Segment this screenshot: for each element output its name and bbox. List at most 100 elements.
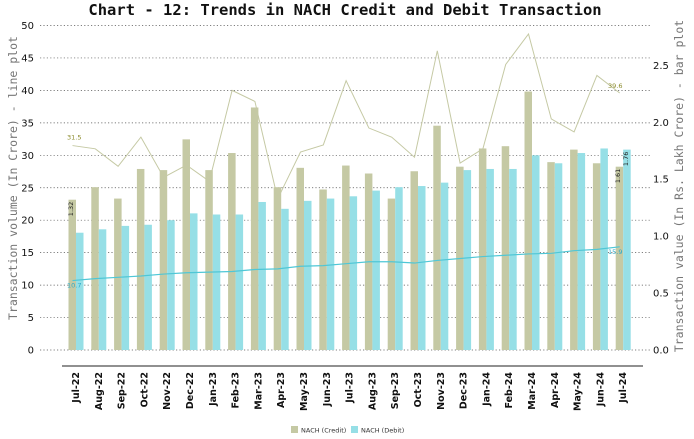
- x-tick-label: Oct-23: [413, 372, 424, 407]
- bar-debit: [304, 200, 312, 350]
- bar-credit: [250, 107, 259, 351]
- y-right-tick-label: 1.0: [653, 232, 669, 243]
- bar-credit: [478, 148, 487, 350]
- bar-debit: [76, 232, 84, 350]
- x-tick-label: Feb-24: [504, 372, 515, 409]
- y-right-tick-label: 1.5: [653, 175, 669, 186]
- x-tick-label: May-23: [299, 372, 310, 411]
- x-tick-label: Jun-23: [322, 372, 333, 407]
- x-tick-label: Mar-24: [527, 372, 538, 410]
- x-tick-label: Feb-23: [231, 372, 242, 409]
- x-tick-label: Dec-23: [459, 372, 470, 409]
- x-tick-label: May-24: [573, 372, 584, 411]
- bar-credit: [228, 153, 236, 350]
- x-tick-label: Apr-23: [276, 372, 287, 408]
- bar-debit: [190, 213, 198, 350]
- y-right-tick-label: 2.0: [653, 118, 669, 129]
- bar-debit: [281, 208, 289, 350]
- bar-debit: [349, 196, 358, 350]
- bar-credit: [387, 198, 396, 350]
- bar-credit: [615, 166, 624, 350]
- x-tick-label: Aug-22: [94, 372, 105, 410]
- data-label: 1.61: [614, 169, 622, 183]
- data-label: 39.6: [608, 82, 622, 90]
- bar-debit: [372, 190, 380, 350]
- bar-debit: [600, 148, 608, 350]
- chart-title: Chart - 12: Trends in NACH Credit and De…: [88, 1, 601, 19]
- bar-debit: [509, 168, 517, 350]
- y-left-tick-label: 50: [21, 21, 34, 32]
- bar-debit: [121, 225, 130, 350]
- bar-debit: [258, 201, 266, 350]
- x-tick-label: Nov-23: [436, 372, 447, 410]
- y-axis-right-title: Transaction value (In Rs. Lakh Crore) - …: [672, 20, 686, 352]
- bar-debit: [235, 214, 244, 350]
- bar-debit: [98, 229, 107, 350]
- bar-debit: [554, 163, 563, 350]
- bar-debit: [486, 168, 494, 350]
- x-tick-label: Nov-22: [162, 372, 173, 410]
- bar-series: [68, 91, 631, 351]
- x-tick-label: Dec-22: [185, 372, 196, 409]
- x-tick-label: Sep-23: [390, 372, 401, 409]
- legend-label-debit: NACH (Debit): [361, 427, 404, 435]
- y-right-tick-label: 2.5: [653, 61, 669, 72]
- y-left-tick-label: 5: [28, 313, 34, 324]
- x-tick-label: Mar-23: [253, 372, 264, 410]
- bar-debit: [144, 224, 152, 350]
- y-left-tick-label: 15: [21, 248, 34, 259]
- bar-credit: [524, 91, 532, 350]
- y-left-tick-label: 45: [21, 53, 34, 64]
- x-tick-label: Sep-22: [117, 372, 128, 409]
- bar-credit: [68, 199, 76, 350]
- data-label: 15.9: [608, 248, 622, 256]
- y-left-tick-label: 40: [21, 86, 34, 97]
- bar-credit: [205, 170, 213, 350]
- bar-debit: [395, 187, 403, 350]
- bar-credit: [570, 149, 578, 350]
- bar-credit: [91, 187, 99, 350]
- legend-swatch-credit: [291, 426, 298, 433]
- y-left-tick-label: 0: [28, 346, 34, 357]
- x-tick-label: Jun-24: [595, 372, 606, 408]
- data-label: 1.32: [67, 202, 75, 216]
- line-credit: [72, 32, 621, 201]
- y-right-tick-label: 0.5: [653, 289, 669, 300]
- bar-debit: [326, 198, 335, 350]
- x-tick-label: Jan-23: [208, 372, 219, 407]
- data-label: 1.76: [622, 152, 630, 166]
- line-series: [72, 32, 621, 282]
- bar-debit: [418, 186, 426, 350]
- y-left-tick-label: 35: [21, 118, 34, 129]
- legend: NACH (Credit) NACH (Debit): [291, 426, 404, 435]
- line-debit: [72, 246, 620, 282]
- bar-credit: [547, 162, 555, 350]
- bar-debit: [577, 153, 586, 350]
- bar-credit: [410, 171, 418, 350]
- bar-debit: [532, 155, 540, 350]
- bar-credit: [159, 170, 168, 350]
- x-tick-label: Jul-24: [618, 372, 629, 404]
- bar-credit: [592, 163, 601, 350]
- bar-debit: [212, 214, 221, 350]
- bar-credit: [296, 167, 304, 350]
- x-tick-label: Jul-22: [71, 372, 82, 404]
- bar-debit: [623, 149, 631, 350]
- axes: 0 5 10 15 20 25 30 35 40 45 50 0.0 0.5 1.0 1.5 2.0 2.5 Ju…: [21, 21, 669, 411]
- bar-credit: [342, 165, 350, 350]
- bar-credit: [182, 139, 190, 350]
- x-tick-label: Jan-24: [481, 372, 492, 407]
- x-tick-label: Apr-24: [550, 372, 561, 408]
- y-left-tick-label: 30: [21, 151, 34, 162]
- legend-swatch-debit: [351, 426, 358, 433]
- data-label: 31.5: [67, 134, 81, 142]
- x-tick-label: Jul-23: [345, 372, 356, 404]
- y-left-tick-label: 10: [21, 281, 34, 292]
- bar-credit: [136, 168, 145, 350]
- x-tick-label: Aug-23: [367, 372, 378, 410]
- bar-debit: [463, 170, 472, 350]
- legend-label-credit: NACH (Credit): [301, 427, 346, 435]
- bar-credit: [433, 125, 441, 350]
- y-left-tick-label: 20: [21, 216, 34, 227]
